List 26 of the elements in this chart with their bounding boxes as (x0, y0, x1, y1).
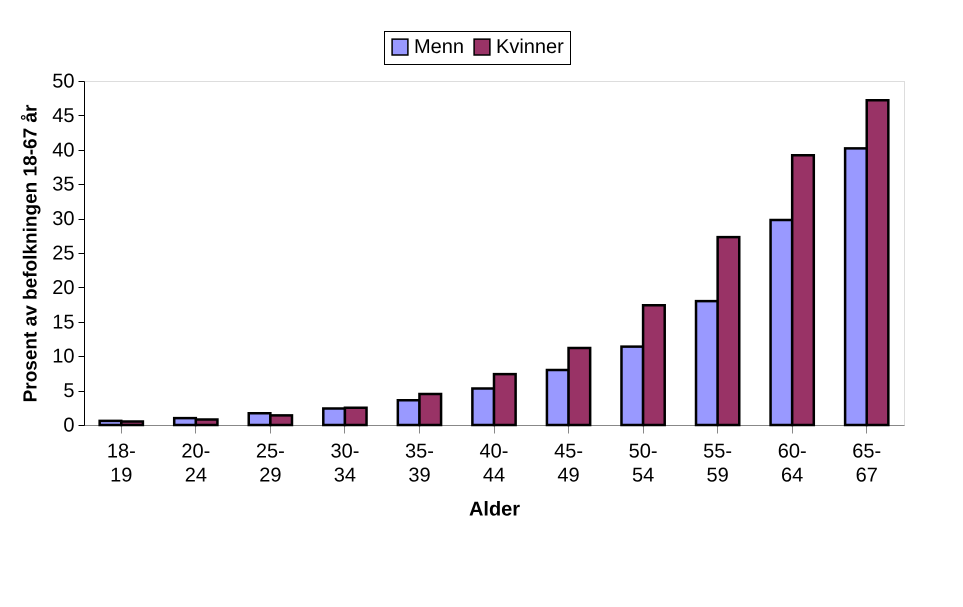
x-tick-label: 35-39 (405, 440, 434, 486)
x-tick-label: 55-59 (703, 440, 732, 486)
x-tick-label: 50-54 (628, 440, 658, 486)
y-tick-label: 40 (52, 139, 74, 162)
y-tick-label: 0 (63, 414, 74, 436)
x-tick-label: 30-34 (330, 440, 360, 486)
y-tick-label: 20 (52, 276, 74, 299)
legend-label: Menn (414, 36, 464, 58)
y-tick-label: 35 (52, 174, 74, 196)
y-tick-label: 10 (52, 346, 74, 368)
y-tick-label: 30 (52, 208, 74, 230)
y-axis-title: Prosent av befolkningen 18-67 år (20, 104, 42, 402)
x-tick-label: 20-24 (181, 440, 210, 486)
x-tick-label: 18-19 (106, 440, 136, 486)
x-tick-label: 25-29 (256, 440, 285, 486)
x-tick-label: 65-67 (852, 440, 882, 486)
legend-label: Kvinner (496, 36, 564, 58)
x-tick-label: 45-49 (554, 440, 583, 486)
x-axis-title: Alder (468, 498, 520, 520)
y-tick-label: 50 (52, 70, 74, 92)
y-tick-label: 5 (63, 380, 74, 402)
y-tick-label: 15 (52, 311, 74, 334)
y-tick-label: 45 (52, 104, 74, 127)
x-tick-label: 40-44 (480, 440, 508, 486)
y-tick-label: 25 (52, 242, 74, 264)
x-tick-label: 60-64 (778, 440, 807, 486)
